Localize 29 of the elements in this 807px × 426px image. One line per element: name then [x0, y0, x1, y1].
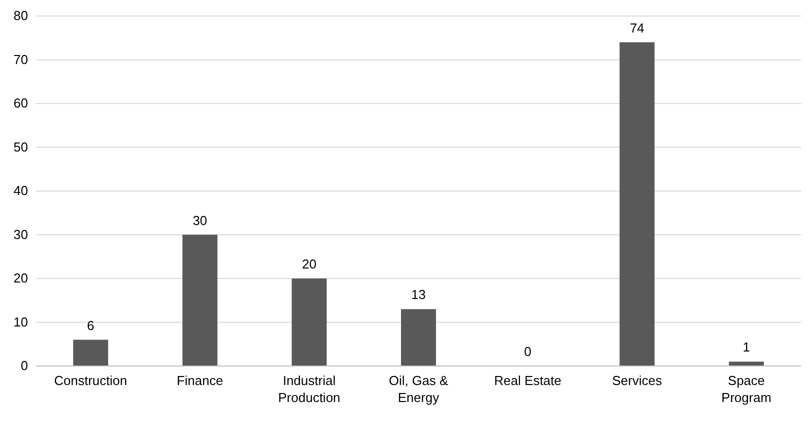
y-tick-label: 0: [20, 358, 28, 374]
data-label: 6: [87, 318, 94, 333]
y-tick-label: 10: [14, 314, 28, 330]
x-tick-label: Oil, Gas & Energy: [388, 373, 448, 405]
data-label: 13: [411, 287, 426, 302]
data-label: 30: [192, 212, 208, 228]
bar: [182, 234, 218, 366]
x-tick-label: Space Program: [721, 373, 772, 405]
y-tick-label: 80: [14, 8, 28, 24]
data-label: 0: [524, 344, 532, 359]
data-label: 74: [630, 20, 644, 36]
bar: [401, 309, 436, 366]
x-tick-label: Services: [612, 373, 662, 388]
bar: [620, 42, 655, 366]
data-label: 20: [302, 256, 316, 272]
x-tick-label: Industrial Production: [278, 373, 340, 405]
y-tick-label: 30: [14, 226, 28, 242]
bar: [292, 278, 327, 366]
x-tick-label: Construction: [54, 373, 128, 388]
x-tick-label: Real Estate: [494, 373, 562, 388]
bar: [728, 362, 764, 366]
y-tick-label: 50: [14, 139, 28, 154]
y-tick-label: 60: [14, 96, 28, 111]
bar: [73, 340, 108, 366]
y-tick-label: 70: [14, 52, 28, 67]
data-label: 1: [742, 340, 750, 355]
y-tick-label: 20: [14, 270, 28, 286]
y-tick-label: 40: [14, 183, 28, 198]
x-tick-label: Finance: [176, 373, 224, 388]
